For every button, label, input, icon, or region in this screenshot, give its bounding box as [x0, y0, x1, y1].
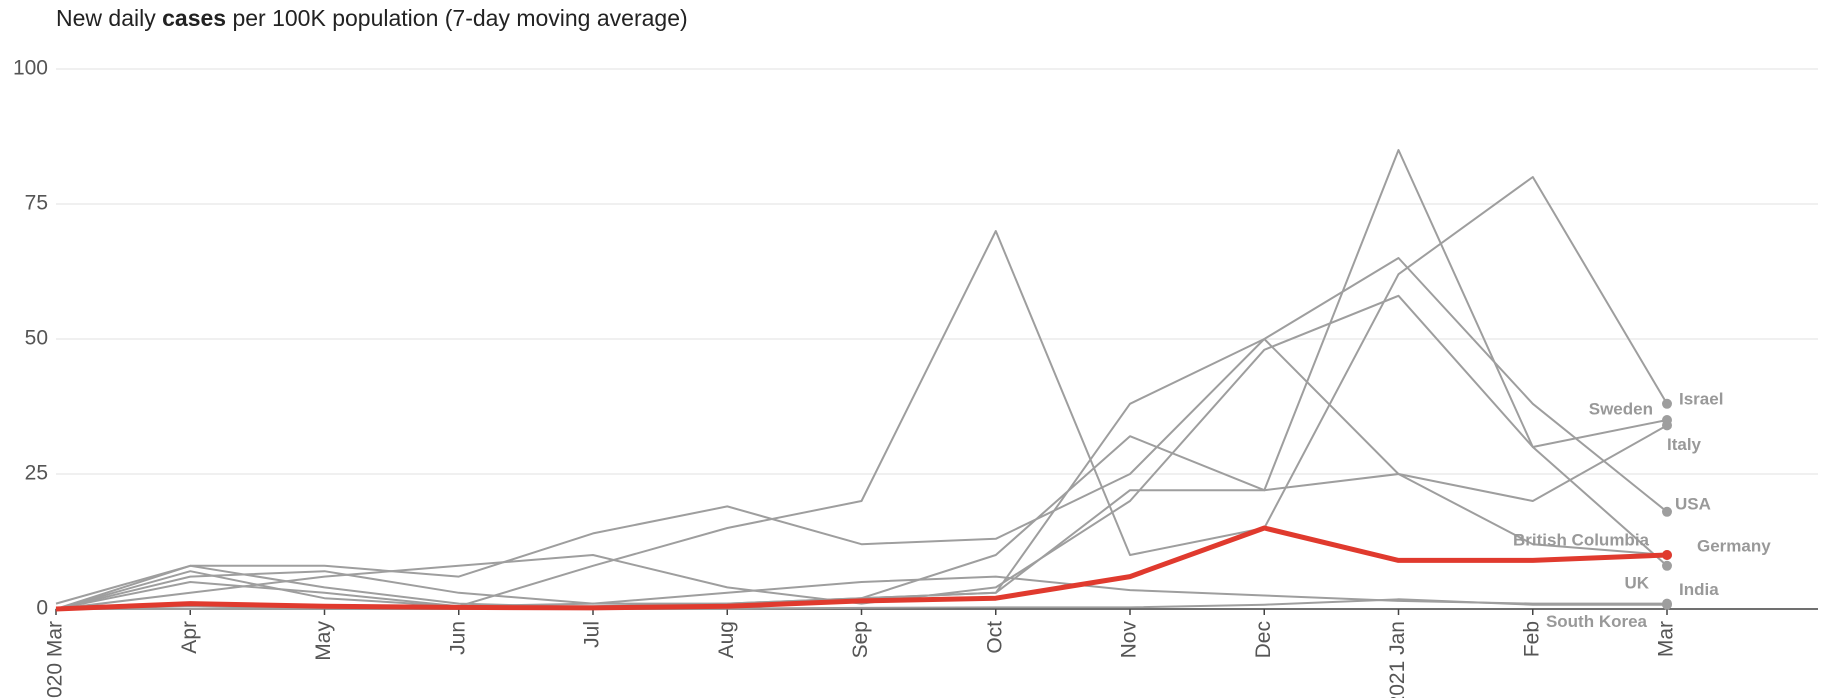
- y-tick-label: 50: [25, 327, 48, 350]
- series-line: [55, 149, 1668, 610]
- series-label: Sweden: [1589, 399, 1653, 418]
- series-line: [55, 257, 1668, 610]
- series-line: [55, 176, 1668, 610]
- x-tick-label: 2021 Jan: [1386, 621, 1409, 698]
- end-point: [1662, 506, 1672, 517]
- x-tick-label: Sep: [849, 621, 872, 658]
- y-tick-label: 75: [25, 192, 48, 215]
- end-point: [1662, 398, 1672, 409]
- x-tick-label: Jun: [446, 621, 469, 655]
- end-point: [1662, 420, 1672, 431]
- x-tick-label: Oct: [983, 621, 1006, 654]
- x-tick-label: 2020 Mar: [44, 621, 67, 698]
- y-tick-label: 0: [36, 597, 48, 620]
- x-tick-label: Jul: [581, 621, 604, 648]
- series-line: [55, 338, 1668, 609]
- series-line: [55, 473, 1668, 610]
- x-tick-label: May: [312, 621, 335, 661]
- x-tick-label: Mar: [1655, 621, 1678, 657]
- end-point: [1662, 560, 1672, 571]
- x-tick-label: Feb: [1520, 621, 1543, 657]
- series-label: USA: [1675, 494, 1711, 513]
- title-part: cases: [162, 5, 226, 31]
- series-label: Germany: [1697, 536, 1771, 555]
- title-part: per 100K population (7-day moving averag…: [226, 5, 688, 31]
- series-line: [55, 294, 1668, 610]
- series-label: India: [1679, 580, 1719, 599]
- series-label: Israel: [1679, 389, 1723, 408]
- x-tick-label: Nov: [1118, 621, 1141, 659]
- series-label: Italy: [1667, 435, 1702, 454]
- x-tick-label: Aug: [715, 621, 738, 658]
- title-part: New daily: [56, 5, 162, 31]
- x-tick-label: Dec: [1252, 621, 1275, 658]
- end-point: [1662, 550, 1672, 560]
- chart-title: New daily cases per 100K population (7-d…: [56, 5, 688, 31]
- series-label: British Columbia: [1513, 530, 1650, 549]
- series-label: UK: [1624, 573, 1649, 592]
- end-point: [1662, 599, 1672, 610]
- y-tick-label: 25: [25, 462, 48, 485]
- series-label: South Korea: [1546, 612, 1648, 631]
- series-line: [55, 525, 1668, 612]
- y-tick-label: 100: [13, 57, 48, 80]
- x-tick-label: Apr: [178, 621, 201, 654]
